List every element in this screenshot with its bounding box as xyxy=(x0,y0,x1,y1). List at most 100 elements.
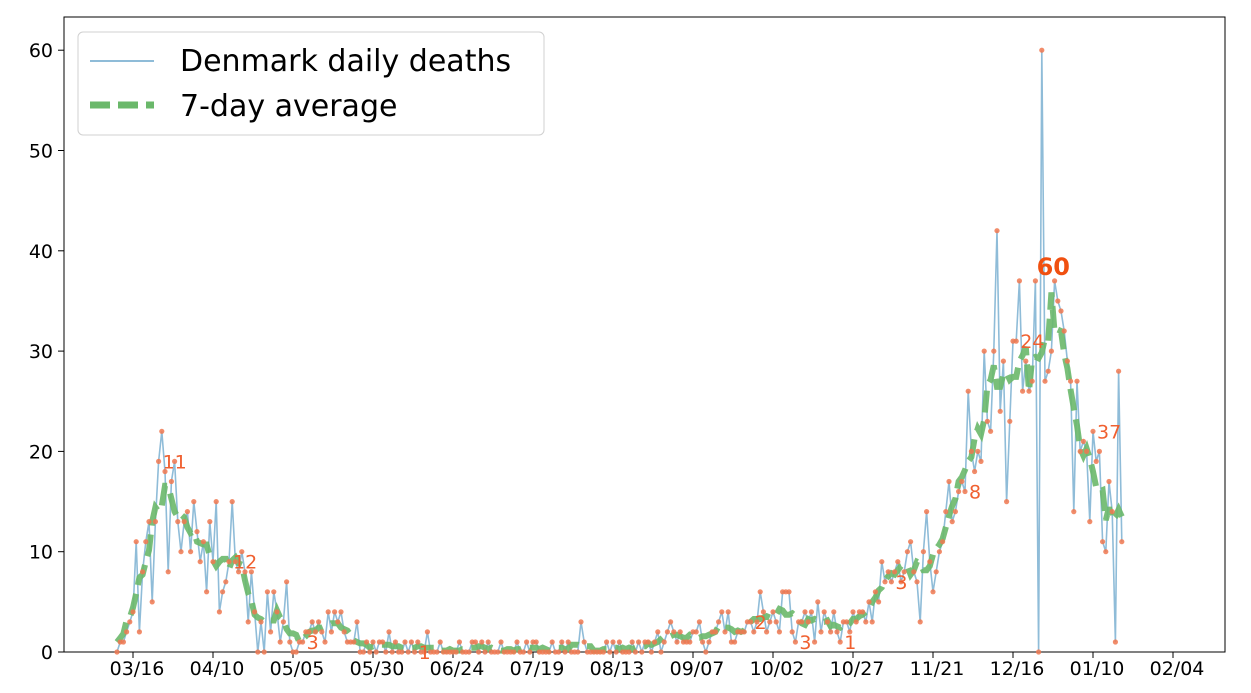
data-point xyxy=(127,619,133,625)
data-point xyxy=(965,388,971,394)
data-point xyxy=(786,589,792,595)
data-point xyxy=(399,649,405,655)
data-point xyxy=(191,499,197,505)
data-point xyxy=(760,609,767,615)
data-point xyxy=(882,579,888,585)
data-point xyxy=(898,579,904,585)
data-point xyxy=(300,639,306,645)
data-label: 12 xyxy=(233,552,257,574)
data-point xyxy=(392,639,398,645)
data-point xyxy=(546,649,552,655)
data-point xyxy=(988,428,994,434)
data-point xyxy=(434,649,440,655)
data-point xyxy=(1087,519,1093,525)
data-point xyxy=(1023,358,1029,364)
data-point xyxy=(645,639,651,645)
data-point xyxy=(207,519,213,525)
data-point xyxy=(802,609,808,615)
data-point xyxy=(354,619,360,625)
data-point xyxy=(293,649,299,655)
x-tick-label: 05/05 xyxy=(270,658,325,680)
data-point xyxy=(764,629,770,635)
data-point xyxy=(917,619,923,625)
data-point xyxy=(664,629,671,635)
data-point xyxy=(159,428,165,434)
data-point xyxy=(885,569,891,575)
legend: Denmark daily deaths 7-day average xyxy=(77,31,545,136)
x-tick-label: 06/24 xyxy=(430,658,485,680)
data-point xyxy=(261,649,267,655)
data-point xyxy=(997,408,1003,414)
data-point xyxy=(277,639,283,645)
data-point xyxy=(578,619,584,625)
data-point xyxy=(328,629,334,635)
data-point xyxy=(767,619,773,625)
data-label: 3 xyxy=(799,632,811,654)
data-label: 37 xyxy=(1097,421,1121,443)
data-point xyxy=(133,539,139,545)
data-point xyxy=(632,649,639,655)
data-point xyxy=(972,468,978,475)
data-point xyxy=(255,649,261,655)
data-point xyxy=(1064,358,1070,364)
data-point xyxy=(674,639,680,645)
data-point xyxy=(700,639,706,645)
data-point xyxy=(671,629,677,635)
data-point xyxy=(268,629,274,635)
data-point xyxy=(687,639,693,645)
data-point xyxy=(901,569,907,575)
data-point xyxy=(476,649,482,655)
data-point xyxy=(232,559,238,565)
data-label: 11 xyxy=(163,451,187,473)
data-point xyxy=(984,418,991,424)
data-point xyxy=(549,639,555,645)
data-point xyxy=(1048,348,1054,354)
data-point xyxy=(165,569,171,575)
data-point xyxy=(812,639,818,645)
data-point xyxy=(309,619,315,625)
y-tick-label: 10 xyxy=(29,542,53,564)
data-point xyxy=(1084,448,1090,454)
data-point xyxy=(808,609,815,615)
data-label: 2 xyxy=(755,612,767,634)
data-point xyxy=(248,569,254,575)
data-point xyxy=(386,629,392,635)
data-point xyxy=(575,649,581,655)
plot-area: 1112312313824603711 xyxy=(114,0,1182,664)
data-point xyxy=(146,519,152,525)
y-tick-label: 0 xyxy=(41,642,53,664)
x-tick-label: 03/16 xyxy=(110,658,165,680)
data-point xyxy=(1103,549,1109,555)
data-point xyxy=(1039,47,1045,53)
data-point xyxy=(869,619,875,625)
data-point xyxy=(140,569,146,575)
data-point xyxy=(533,639,539,645)
data-point xyxy=(930,589,936,595)
data-point xyxy=(1112,639,1118,645)
data-point xyxy=(472,639,478,645)
data-point xyxy=(636,639,642,645)
data-point xyxy=(1090,428,1096,434)
data-point xyxy=(456,639,462,645)
data-point xyxy=(1119,539,1125,545)
x-tick-label: 10/02 xyxy=(750,658,805,680)
x-tick-label: 11/21 xyxy=(910,658,965,680)
data-point xyxy=(933,569,939,575)
data-point xyxy=(216,609,222,615)
data-point xyxy=(341,629,347,635)
data-point xyxy=(1077,448,1083,454)
data-point xyxy=(527,649,533,655)
data-point xyxy=(748,619,754,625)
data-point xyxy=(981,348,987,354)
data-point xyxy=(895,559,901,565)
data-point xyxy=(284,579,290,585)
data-label: 1 xyxy=(844,632,856,654)
data-point xyxy=(367,649,373,655)
data-point xyxy=(648,649,655,655)
x-tick-label: 12/16 xyxy=(990,658,1045,680)
legend-daily-label: Denmark daily deaths xyxy=(180,44,511,79)
data-point xyxy=(837,639,843,645)
data-point xyxy=(751,629,757,635)
data-point xyxy=(725,609,731,615)
